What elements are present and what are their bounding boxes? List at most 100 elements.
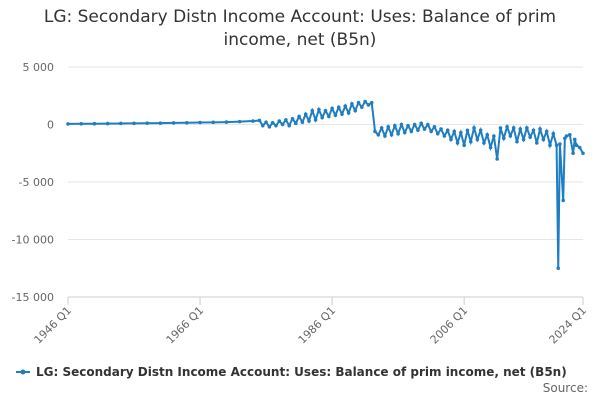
point [406,123,410,128]
point [396,131,400,136]
point [79,122,84,126]
point [317,107,321,112]
point [541,137,546,142]
point [558,142,562,146]
point [518,127,523,131]
point [534,141,539,145]
point [488,145,493,150]
point [320,115,324,120]
point [251,119,255,123]
point [356,100,361,105]
point [257,118,262,123]
point [270,120,275,125]
point [297,114,301,119]
point [468,139,473,144]
point [459,130,463,135]
point [399,122,404,127]
point [498,126,503,130]
point [501,136,506,141]
point [462,143,466,147]
point [554,143,559,147]
point [66,122,70,126]
point [389,133,394,137]
point [574,143,579,147]
point [307,119,311,123]
point [369,100,374,105]
legend-label: LG: Secondary Distn Income Account: Uses… [36,365,567,379]
point [185,120,189,125]
point [284,118,288,122]
y-tick-label: 0 [47,119,54,132]
point [495,157,499,161]
point [531,128,536,133]
point [360,105,364,110]
point [571,151,575,156]
point [363,99,367,104]
point [145,121,150,126]
point [567,133,572,137]
x-tick-label: 2024 Q1 [547,304,590,347]
point [508,134,513,138]
point [515,139,519,144]
point [492,134,496,138]
y-tick-label: -10 000 [12,234,54,247]
x-tick-label: 1946 Q1 [32,304,75,347]
source: Source: [543,381,588,395]
point [442,134,447,138]
y-tick-label: -15 000 [12,291,54,304]
point [511,126,516,130]
point [449,137,453,142]
point [293,121,298,126]
point [119,121,123,126]
point [383,134,387,138]
point [171,121,176,125]
point [561,198,565,203]
point [564,134,569,138]
point [581,151,585,156]
point [267,125,272,129]
point [376,133,381,137]
point [393,123,397,128]
point [528,135,532,139]
point [485,133,490,137]
point [327,114,331,119]
point [287,123,291,128]
point [211,120,216,125]
point [290,116,295,121]
point [412,122,417,127]
point [330,106,334,111]
point [572,137,577,142]
point [439,127,443,131]
point [237,119,242,124]
point [475,137,480,142]
point [435,131,440,136]
point [313,118,318,122]
point [478,128,483,133]
point [333,113,338,118]
point [402,130,407,135]
point [426,122,430,127]
point [303,112,308,116]
point [224,120,229,124]
point [429,129,433,134]
point [198,120,202,125]
point [416,128,420,133]
point [158,121,163,125]
point [452,129,457,134]
point [277,119,282,123]
point [482,141,486,145]
point [472,126,476,130]
point [544,129,549,134]
point [336,105,341,110]
point [445,128,450,133]
x-tick-label: 1966 Q1 [164,304,207,347]
point [538,127,542,131]
point [379,126,384,130]
point [525,126,529,130]
point [409,129,414,134]
point [280,122,285,127]
y-tick-label: 5 000 [23,61,55,74]
point [323,108,328,113]
